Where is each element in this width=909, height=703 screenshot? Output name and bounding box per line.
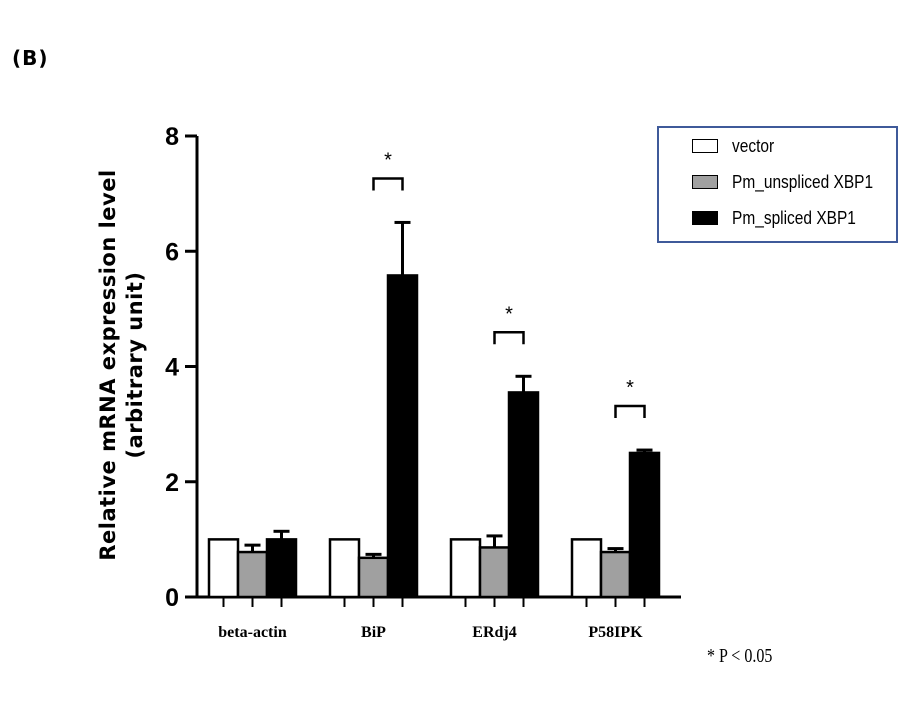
bar <box>570 538 603 599</box>
significance-star: * <box>505 303 513 325</box>
bar <box>386 274 419 599</box>
panel-label: (B) <box>12 46 49 70</box>
x-category-label: ERdj4 <box>472 624 516 641</box>
legend-label-unspliced: Pm_unspliced XBP1 <box>732 171 874 192</box>
y-tick-label: 2 <box>165 469 179 497</box>
y-tick-label: 0 <box>165 584 179 612</box>
bar <box>265 538 298 599</box>
legend-swatch-spliced <box>692 211 718 225</box>
bar <box>507 391 540 599</box>
x-category-label: P58IPK <box>588 624 643 641</box>
significance-bracket <box>614 404 646 419</box>
bar <box>478 546 511 599</box>
y-tick-label: 8 <box>165 123 179 151</box>
bar <box>357 556 390 599</box>
legend-label-spliced: Pm_spliced XBP1 <box>732 207 856 228</box>
legend: vector Pm_unspliced XBP1 Pm_spliced XBP1 <box>657 126 898 243</box>
legend-item-unspliced: Pm_unspliced XBP1 <box>692 172 896 192</box>
y-tick-label: 6 <box>165 238 179 266</box>
legend-swatch-unspliced <box>692 175 718 189</box>
legend-swatch-vector <box>692 139 718 153</box>
x-category-label: beta-actin <box>218 624 287 641</box>
bar <box>599 550 632 599</box>
bar <box>628 451 661 599</box>
bar <box>207 538 240 599</box>
bar <box>449 538 482 599</box>
x-category-label: BiP <box>361 624 386 641</box>
significance-star: * <box>626 377 634 399</box>
y-tick-label: 4 <box>165 354 179 382</box>
significance-footnote: * P < 0.05 <box>707 645 773 667</box>
legend-label-vector: vector <box>732 135 775 156</box>
significance-bracket <box>372 177 404 191</box>
legend-item-spliced: Pm_spliced XBP1 <box>692 208 876 228</box>
significance-star: * <box>384 149 392 171</box>
legend-item-vector: vector <box>692 136 781 156</box>
significance-bracket <box>493 331 525 345</box>
bar <box>328 538 361 599</box>
bar <box>236 550 269 599</box>
